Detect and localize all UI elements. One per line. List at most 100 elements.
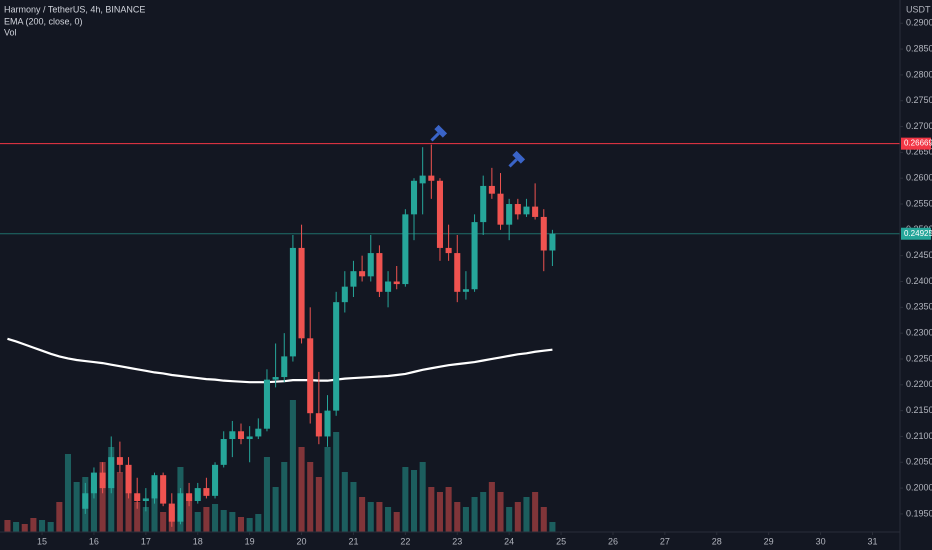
volume-bar	[488, 482, 495, 532]
volume-bar	[462, 507, 469, 532]
candle-body	[220, 439, 227, 465]
volume-bar	[246, 518, 253, 532]
candle-body	[307, 338, 314, 414]
candle-body	[255, 428, 262, 437]
candle-body	[324, 410, 331, 437]
volume-bar	[514, 502, 521, 532]
x-tick-label: 26	[608, 536, 618, 546]
candle-body	[151, 475, 158, 499]
volume-bar	[186, 497, 193, 532]
volume-bar	[393, 512, 400, 532]
volume-bar	[506, 507, 513, 532]
x-tick-label: 21	[348, 536, 358, 546]
volume-bar	[237, 517, 245, 532]
candle-body	[471, 222, 478, 290]
candle-body	[116, 457, 123, 465]
candle-body	[410, 180, 418, 215]
candle-body	[134, 493, 141, 502]
volume-bar	[289, 400, 296, 532]
volume-bar	[350, 482, 357, 532]
candle-body	[497, 193, 504, 225]
volume-bar	[263, 457, 270, 532]
candle-body	[246, 436, 253, 440]
volume-bar	[333, 432, 340, 532]
volume-bar	[359, 497, 366, 532]
volume-bar	[540, 507, 547, 532]
x-tick-label: 28	[712, 536, 722, 546]
candle-body	[419, 175, 426, 184]
candle-body	[393, 281, 400, 285]
x-tick-label: 16	[89, 536, 99, 546]
candle-body	[315, 413, 322, 437]
candle-body	[263, 379, 270, 429]
candle-body	[177, 493, 184, 522]
candle-body	[272, 377, 279, 380]
plot-area	[0, 143, 900, 532]
volume-bar	[428, 487, 435, 532]
candle-body	[142, 498, 149, 502]
candle-body	[402, 214, 409, 285]
candle-body	[90, 472, 97, 494]
volume-bar	[402, 467, 409, 532]
candle-body	[125, 464, 132, 494]
candle-body	[333, 302, 340, 411]
volume-bar	[341, 472, 348, 532]
volume-bar	[229, 512, 236, 532]
volume-bar	[497, 492, 504, 532]
candle-body	[385, 281, 392, 292]
candle-body	[298, 247, 305, 339]
volume-bar	[47, 522, 54, 532]
x-tick-label: 29	[764, 536, 774, 546]
candle-body	[540, 216, 547, 251]
volume-bar	[134, 502, 141, 532]
candle-body	[194, 488, 201, 502]
candle-body	[506, 204, 513, 225]
volume-bar	[385, 507, 392, 532]
price-label-box	[901, 137, 931, 150]
volume-bar	[272, 487, 279, 532]
x-tick-label: 17	[141, 536, 151, 546]
volume-bar	[73, 482, 80, 532]
candle-body	[82, 493, 89, 509]
volume-bar	[307, 462, 314, 532]
candle-body	[229, 431, 236, 440]
indicator-label: EMA (200, close, 0)	[4, 16, 83, 26]
volume-bar	[116, 472, 123, 532]
x-tick-label: 20	[297, 536, 307, 546]
volume-bar	[315, 477, 322, 532]
ema-line	[7, 337, 553, 384]
volume-bar	[125, 492, 132, 532]
volume-bar	[532, 492, 539, 532]
volume-bar	[445, 487, 452, 532]
volume-bar	[298, 447, 305, 532]
volume-bar	[367, 502, 374, 532]
candle-body	[99, 472, 106, 489]
candle-body	[203, 488, 210, 496]
candle-body	[532, 206, 539, 217]
candle-body	[350, 271, 357, 287]
volume-bar	[454, 502, 461, 532]
candle-body	[108, 457, 115, 489]
volume-bar	[281, 462, 288, 532]
candle-body	[341, 286, 348, 303]
volume-bar	[39, 520, 46, 532]
x-tick-label: 23	[452, 536, 462, 546]
price-label: 0.24925	[904, 229, 932, 238]
volume-bar	[151, 477, 158, 532]
candle-body	[367, 253, 374, 277]
x-tick-label: 15	[37, 536, 47, 546]
